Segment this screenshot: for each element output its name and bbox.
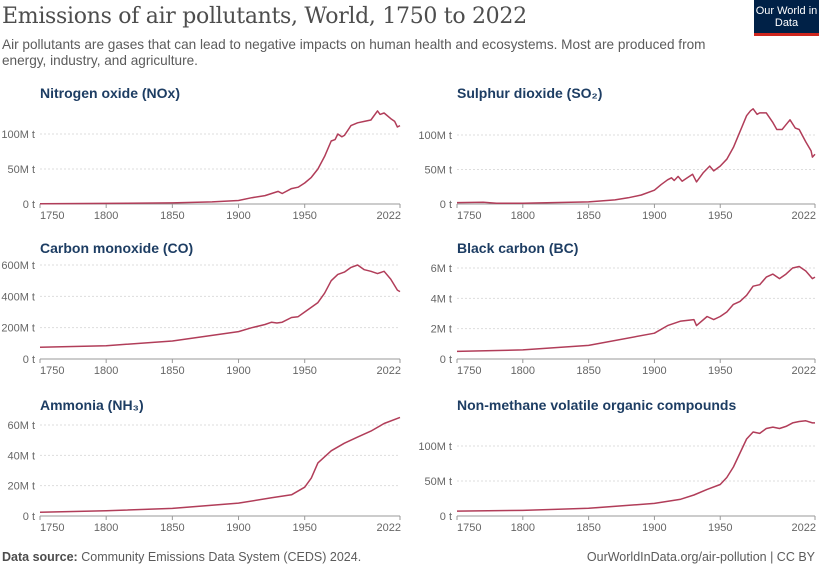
x-tick-label: 1850	[576, 522, 600, 534]
x-tick-label: 2022	[377, 522, 401, 534]
series-line	[456, 420, 815, 512]
chart-title: Emissions of air pollutants, World, 1750…	[2, 4, 527, 29]
panel-2: Carbon monoxide (CO) 0 t 200M t 400M t 600M …	[1, 240, 401, 377]
y-tick-label: 0 t	[23, 511, 35, 523]
x-tick-label: 1900	[226, 522, 250, 534]
x-tick-label: 1950	[292, 210, 316, 222]
x-tick-label: 1900	[226, 365, 250, 377]
series-line	[456, 265, 816, 353]
x-tick-label: 1950	[708, 210, 732, 222]
source-label: Data source:	[2, 550, 78, 564]
y-tick-label: 50M t	[424, 165, 452, 177]
panel-3: Black carbon (BC) 0 t 2M t 4M t 6M t 1750 1800…	[431, 240, 816, 377]
x-tick-label: 1800	[511, 210, 535, 222]
x-tick-label: 1850	[576, 210, 600, 222]
y-tick-label: 100M t	[418, 441, 452, 453]
y-tick-label: 0 t	[440, 511, 452, 523]
x-tick-label: 1800	[511, 365, 535, 377]
y-tick-label: 0 t	[23, 354, 35, 366]
panel-1: Sulphur dioxide (SO₂) 0 t 50M t 100M t 1750 1…	[418, 85, 816, 222]
panel-4: Ammonia (NH₃) 0 t 20M t 40M t 60M t 1750 1800 1…	[7, 397, 401, 534]
x-tick-label: 1850	[576, 365, 600, 377]
x-tick-label: 1850	[160, 522, 184, 534]
y-tick-label: 0 t	[23, 199, 35, 211]
x-tick-label: 2022	[377, 365, 401, 377]
panel-title: Sulphur dioxide (SO₂)	[457, 85, 602, 101]
y-tick-label: 4M t	[431, 293, 452, 305]
panel-title: Nitrogen oxide (NOx)	[40, 85, 180, 101]
y-tick-label: 400M t	[1, 291, 35, 303]
series-line	[39, 264, 401, 349]
x-tick-label: 1800	[511, 522, 535, 534]
x-tick-label: 1750	[40, 210, 64, 222]
series-line	[39, 110, 401, 205]
panel-5: Non-methane volatile organic compounds 0 …	[418, 397, 816, 534]
panel-title: Black carbon (BC)	[457, 240, 578, 256]
y-tick-label: 0 t	[440, 354, 452, 366]
panel-title: Non-methane volatile organic compounds	[457, 397, 736, 413]
x-tick-label: 2022	[792, 365, 816, 377]
x-tick-label: 2022	[792, 522, 816, 534]
owid-logo[interactable]: Our World in Data	[754, 0, 819, 36]
y-tick-label: 40M t	[7, 450, 35, 462]
y-tick-label: 50M t	[424, 476, 452, 488]
y-tick-label: 50M t	[7, 164, 35, 176]
x-tick-label: 1950	[292, 365, 316, 377]
x-tick-label: 1900	[642, 522, 666, 534]
y-tick-label: 60M t	[7, 420, 35, 432]
x-tick-label: 1900	[642, 365, 666, 377]
x-tick-label: 1900	[226, 210, 250, 222]
y-tick-label: 100M t	[418, 130, 452, 142]
y-tick-label: 200M t	[1, 323, 35, 335]
x-tick-label: 1950	[708, 365, 732, 377]
x-tick-label: 2022	[377, 210, 401, 222]
x-tick-label: 2022	[792, 210, 816, 222]
series-line	[456, 108, 816, 205]
y-tick-label: 2M t	[431, 324, 452, 336]
footer-link[interactable]: OurWorldInData.org/air-pollution | CC BY	[586, 550, 815, 564]
source-text[interactable]: Community Emissions Data System (CEDS) 2…	[81, 550, 362, 564]
x-tick-label: 1950	[292, 522, 316, 534]
x-tick-label: 1750	[40, 365, 64, 377]
panel-title: Ammonia (NH₃)	[40, 397, 144, 413]
x-tick-label: 1800	[94, 522, 118, 534]
x-tick-label: 1750	[457, 365, 481, 377]
panel-0: Nitrogen oxide (NOx) 0 t 50M t 100M t 1750 18…	[1, 85, 401, 222]
x-tick-label: 1800	[94, 365, 118, 377]
x-tick-label: 1850	[160, 210, 184, 222]
x-tick-label: 1950	[708, 522, 732, 534]
x-tick-label: 1750	[40, 522, 64, 534]
panel-title: Carbon monoxide (CO)	[40, 240, 193, 256]
y-tick-label: 0 t	[440, 199, 452, 211]
x-tick-label: 1800	[94, 210, 118, 222]
y-tick-label: 20M t	[7, 481, 35, 493]
chart-subtitle: Air pollutants are gases that can lead t…	[2, 37, 706, 68]
x-tick-label: 1850	[160, 365, 184, 377]
y-tick-label: 600M t	[1, 260, 35, 272]
y-tick-label: 100M t	[1, 129, 35, 141]
data-source: Data source: Community Emissions Data Sy…	[2, 550, 361, 564]
series-line	[39, 416, 401, 513]
logo-text: Our World in Data	[755, 5, 818, 29]
x-tick-label: 1750	[457, 522, 481, 534]
y-tick-label: 6M t	[431, 263, 452, 275]
x-tick-label: 1750	[457, 210, 481, 222]
x-tick-label: 1900	[642, 210, 666, 222]
